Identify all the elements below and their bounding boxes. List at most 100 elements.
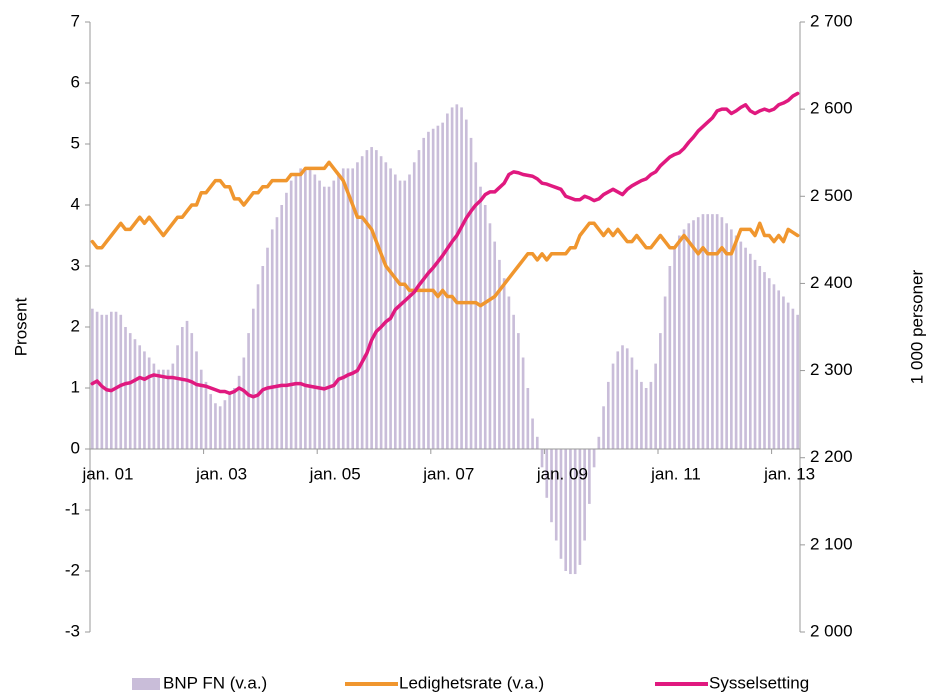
bar xyxy=(786,302,790,449)
bar xyxy=(611,363,615,449)
bar xyxy=(744,247,747,449)
bar xyxy=(114,311,118,449)
bar xyxy=(711,214,714,449)
y-tick-label: 4 xyxy=(71,194,80,213)
y-tick-label: 2 xyxy=(71,316,80,335)
bar xyxy=(640,381,643,449)
y2-axis-label: 1 000 personer xyxy=(907,269,926,384)
bar xyxy=(199,369,203,449)
y2-tick-label: 2 300 xyxy=(810,360,853,379)
bar xyxy=(564,449,568,571)
bar xyxy=(233,388,236,449)
y-tick-label: -1 xyxy=(65,499,80,518)
bar xyxy=(521,357,525,449)
bar xyxy=(247,333,250,449)
y-tick-label: 1 xyxy=(71,377,80,396)
bar xyxy=(493,241,497,449)
legend-swatch xyxy=(132,678,160,690)
bar xyxy=(763,272,766,449)
bar xyxy=(346,168,350,449)
bar xyxy=(455,104,459,449)
bar xyxy=(758,266,762,449)
bar xyxy=(180,327,184,449)
x-tick-label: jan. 11 xyxy=(650,464,701,483)
x-tick-label: jan. 03 xyxy=(195,464,247,483)
bar xyxy=(100,314,104,449)
bar xyxy=(730,229,733,449)
bar xyxy=(625,348,629,449)
bar xyxy=(450,107,454,450)
bar xyxy=(791,308,795,449)
bar xyxy=(261,266,265,449)
bar xyxy=(663,296,667,449)
bar xyxy=(796,314,799,449)
legend-label: Sysselsetting xyxy=(709,673,809,692)
bar xyxy=(540,449,544,468)
bar xyxy=(687,223,691,449)
bar xyxy=(606,381,610,449)
bar xyxy=(360,156,364,449)
bar xyxy=(109,311,113,449)
bar xyxy=(739,241,743,449)
bar xyxy=(583,449,586,541)
y2-tick-label: 2 200 xyxy=(810,447,853,466)
bar xyxy=(654,363,657,449)
bar xyxy=(474,162,478,450)
bar xyxy=(304,168,307,449)
bar xyxy=(105,314,108,449)
bar xyxy=(535,436,539,449)
bar xyxy=(569,449,572,575)
bar xyxy=(384,162,388,450)
y-tick-label: 0 xyxy=(71,438,80,457)
line-series xyxy=(90,160,800,308)
y-axis-label: Prosent xyxy=(11,297,30,356)
bar xyxy=(379,156,383,449)
bar xyxy=(436,125,440,449)
y-tick-label: 7 xyxy=(71,11,80,30)
bar xyxy=(469,137,473,449)
bar xyxy=(375,150,378,449)
bar xyxy=(578,449,582,565)
y2-tick-label: 2 100 xyxy=(810,534,853,553)
bar xyxy=(327,186,331,449)
bar xyxy=(204,381,208,449)
x-tick-label: jan. 05 xyxy=(309,464,361,483)
bar xyxy=(370,147,373,450)
bar xyxy=(753,259,757,449)
y-tick-label: -2 xyxy=(65,560,80,579)
y2-tick-label: 2 000 xyxy=(810,621,853,640)
y2-tick-label: 2 500 xyxy=(810,186,853,205)
bar xyxy=(322,186,326,449)
bar xyxy=(772,284,776,449)
bar xyxy=(166,369,170,449)
bar xyxy=(734,235,738,449)
bar xyxy=(266,247,269,449)
bar xyxy=(483,205,487,449)
bar xyxy=(365,150,369,449)
bar xyxy=(417,150,421,449)
bar xyxy=(673,247,676,449)
bar xyxy=(308,168,312,449)
bar xyxy=(597,436,601,449)
bar xyxy=(748,253,752,449)
bar xyxy=(630,357,634,449)
legend-label: BNP FN (v.a.) xyxy=(163,673,267,692)
bar xyxy=(133,339,137,449)
y-tick-label: 5 xyxy=(71,133,80,152)
y-tick-label: -3 xyxy=(65,621,80,640)
bar xyxy=(644,388,648,449)
bar xyxy=(588,449,591,504)
bar xyxy=(162,369,165,449)
bar xyxy=(351,168,355,449)
bar xyxy=(554,449,558,541)
x-tick-label: jan. 09 xyxy=(536,464,588,483)
bar xyxy=(332,180,336,449)
bar xyxy=(313,174,317,449)
bar xyxy=(531,418,534,449)
bar xyxy=(289,180,293,449)
bar xyxy=(668,266,672,449)
bar xyxy=(550,449,553,523)
bar xyxy=(659,333,662,449)
bar xyxy=(124,327,127,449)
